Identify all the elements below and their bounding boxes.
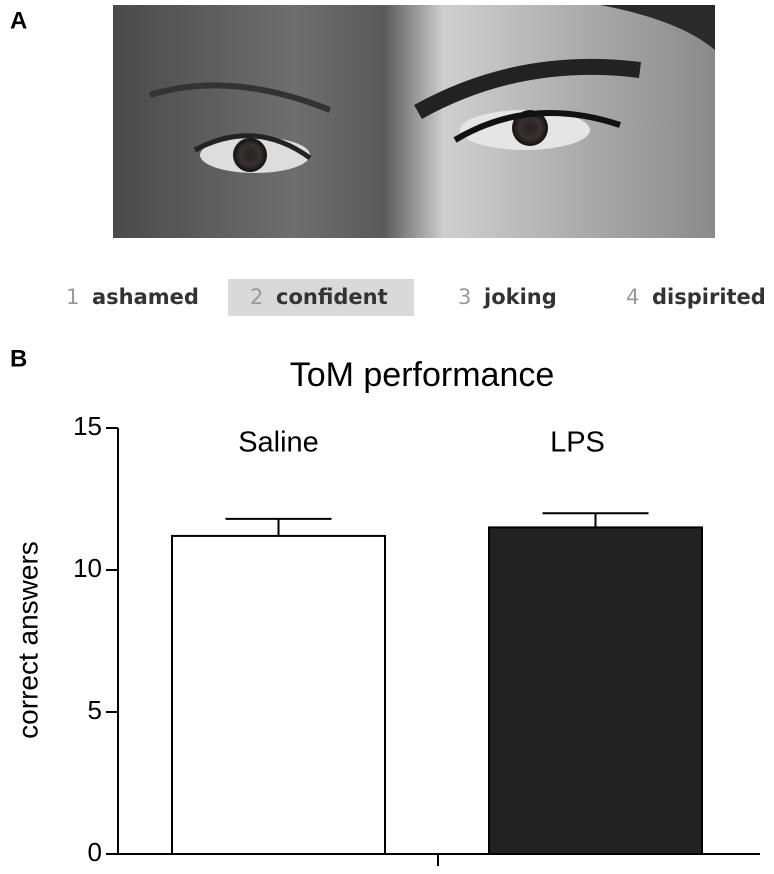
option-word: ashamed bbox=[92, 285, 199, 309]
panel-label: A bbox=[10, 7, 27, 34]
y-tick-label: 15 bbox=[73, 411, 102, 441]
bar bbox=[488, 526, 703, 856]
panel-label: B bbox=[10, 345, 27, 372]
option-number: 3 bbox=[458, 285, 471, 309]
face-photo bbox=[113, 5, 715, 238]
y-tick-label: 10 bbox=[73, 553, 102, 583]
y-tick-label: 0 bbox=[88, 837, 102, 867]
option-word: dispirited bbox=[652, 285, 766, 309]
option-word: joking bbox=[483, 285, 557, 309]
category-label: LPS bbox=[550, 427, 605, 459]
option-number: 2 bbox=[250, 285, 263, 309]
y-tick-label: 5 bbox=[88, 695, 102, 725]
bar bbox=[171, 534, 386, 855]
option-word: confident bbox=[276, 285, 388, 309]
option-number: 4 bbox=[626, 285, 639, 309]
chart-title: ToM performance bbox=[290, 356, 555, 394]
y-axis-label: correct answers bbox=[12, 541, 43, 739]
option-number: 1 bbox=[66, 285, 79, 309]
option-highlight bbox=[228, 279, 414, 316]
category-label: Saline bbox=[238, 427, 319, 459]
